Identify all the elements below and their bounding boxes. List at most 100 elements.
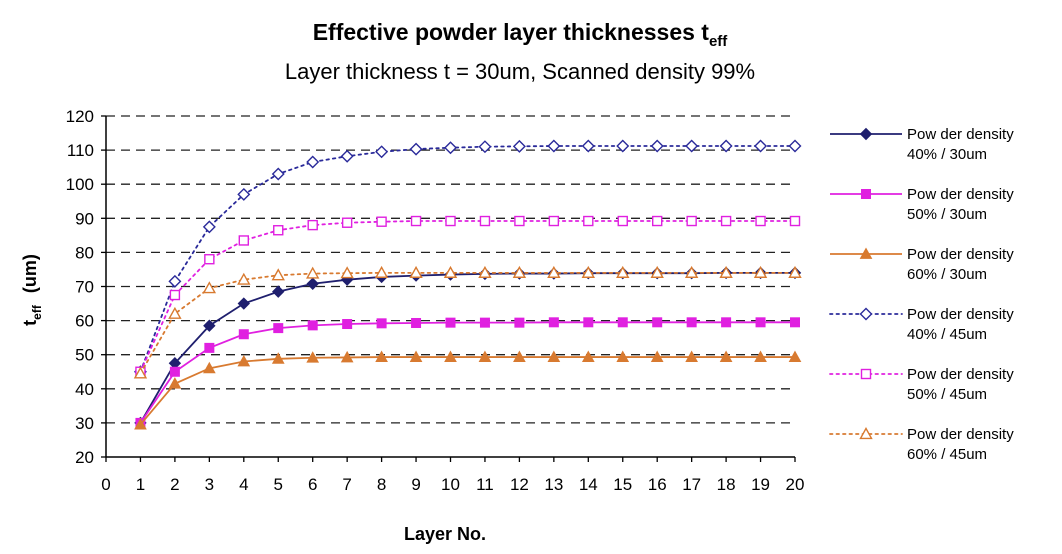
- data-point: [203, 319, 216, 332]
- data-point: [445, 317, 456, 328]
- data-point: [788, 139, 802, 153]
- data-point: [512, 139, 526, 153]
- data-point: [581, 350, 595, 362]
- data-point: [374, 265, 389, 278]
- data-point: [547, 265, 561, 278]
- y-tick-label: 50: [75, 346, 94, 365]
- x-tick-label: 13: [544, 475, 563, 494]
- data-point: [238, 329, 249, 340]
- legend-label: Pow der density: [907, 186, 1014, 203]
- x-tick-label: 3: [205, 475, 214, 494]
- series-line: [139, 321, 795, 424]
- series-line: [139, 145, 796, 373]
- x-tick-label: 14: [579, 475, 598, 494]
- data-point: [237, 354, 251, 367]
- legend-label: Pow der density: [907, 246, 1014, 263]
- data-point: [340, 350, 354, 363]
- data-point: [616, 350, 630, 362]
- y-tick-label: 80: [75, 243, 94, 262]
- data-point: [272, 285, 285, 298]
- data-point: [306, 351, 320, 363]
- data-point: [754, 350, 767, 362]
- data-point: [755, 215, 766, 227]
- series-line: [139, 220, 796, 373]
- x-tick-label: 0: [101, 475, 110, 494]
- x-tick-label: 5: [274, 475, 283, 494]
- series-line: [139, 356, 795, 426]
- data-point: [273, 225, 284, 236]
- series-6: [133, 265, 802, 379]
- x-tick-label: 20: [786, 475, 805, 494]
- series-1: [134, 266, 802, 430]
- data-point: [168, 377, 182, 389]
- data-point: [237, 187, 251, 201]
- x-tick-label: 18: [717, 475, 736, 494]
- data-point: [650, 265, 664, 278]
- y-tick-label: 100: [66, 175, 94, 194]
- legend-item-5: Pow der density 50% / 45um: [829, 366, 1014, 403]
- data-point: [548, 215, 560, 227]
- x-tick-label: 19: [751, 475, 770, 494]
- data-point: [652, 317, 663, 328]
- data-point: [650, 139, 664, 153]
- data-point: [721, 317, 732, 328]
- data-point: [237, 297, 251, 310]
- data-point: [719, 139, 733, 153]
- data-point: [306, 266, 320, 279]
- data-point: [273, 323, 284, 334]
- data-point: [411, 317, 422, 328]
- data-point: [342, 319, 353, 330]
- data-point: [581, 265, 595, 278]
- legend-marker: [859, 427, 873, 440]
- data-point: [686, 317, 697, 328]
- legend-label: 60% / 30um: [907, 266, 987, 283]
- y-tick-label: 30: [75, 414, 94, 433]
- data-point: [583, 317, 594, 328]
- data-point: [755, 317, 766, 328]
- data-point: [307, 219, 318, 231]
- data-point: [445, 215, 456, 227]
- y-tick-label: 40: [75, 380, 94, 399]
- data-point: [617, 317, 628, 328]
- legend-label: 60% / 45um: [907, 446, 987, 463]
- x-tick-label: 15: [613, 475, 632, 494]
- y-tick-label: 20: [75, 448, 94, 467]
- y-tick-labels: 20 30 40 50 60 70 80 90 100 110 120: [66, 107, 94, 467]
- data-point: [581, 139, 595, 153]
- data-point: [583, 215, 594, 227]
- legend-marker: [859, 307, 873, 321]
- x-tick-label: 10: [441, 475, 460, 494]
- data-point: [169, 289, 181, 301]
- data-point: [306, 155, 320, 169]
- data-point: [443, 265, 458, 278]
- data-point: [652, 215, 663, 227]
- data-point: [376, 216, 387, 227]
- data-point: [306, 277, 319, 290]
- chart-title: Effective powder layer thicknesses teff: [313, 19, 729, 50]
- series-5: [135, 215, 801, 377]
- data-point: [444, 350, 457, 362]
- legend-item-3: Pow der density 60% / 30um: [830, 246, 1014, 283]
- series-4: [133, 139, 802, 379]
- data-point: [650, 350, 664, 362]
- legend-item-2: Pow der density 50% / 30um: [830, 186, 1014, 223]
- chart-subtitle: Layer thickness t = 30um, Scanned densit…: [285, 59, 755, 84]
- data-point: [204, 254, 215, 265]
- series-2: [135, 317, 800, 428]
- legend-marker: [860, 368, 872, 380]
- legend-item-6: Pow der density 60% / 45um: [829, 426, 1014, 463]
- data-point: [376, 318, 387, 329]
- x-tick-labels: 0 1 2 3 4 5 6 7 8 9 10 11 12 13 14 15 16 17 18 19 20: [101, 475, 804, 494]
- data-point: [514, 317, 525, 328]
- x-tick-label: 4: [239, 475, 248, 494]
- data-point: [616, 139, 630, 153]
- data-point: [754, 139, 768, 153]
- data-point: [548, 317, 559, 328]
- legend-label: 40% / 45um: [907, 326, 987, 343]
- legend-label: Pow der density: [907, 306, 1014, 323]
- legend-label: Pow der density: [907, 366, 1014, 383]
- x-tick-label: 7: [342, 475, 351, 494]
- data-point: [271, 167, 285, 181]
- x-tick-label: 9: [411, 475, 420, 494]
